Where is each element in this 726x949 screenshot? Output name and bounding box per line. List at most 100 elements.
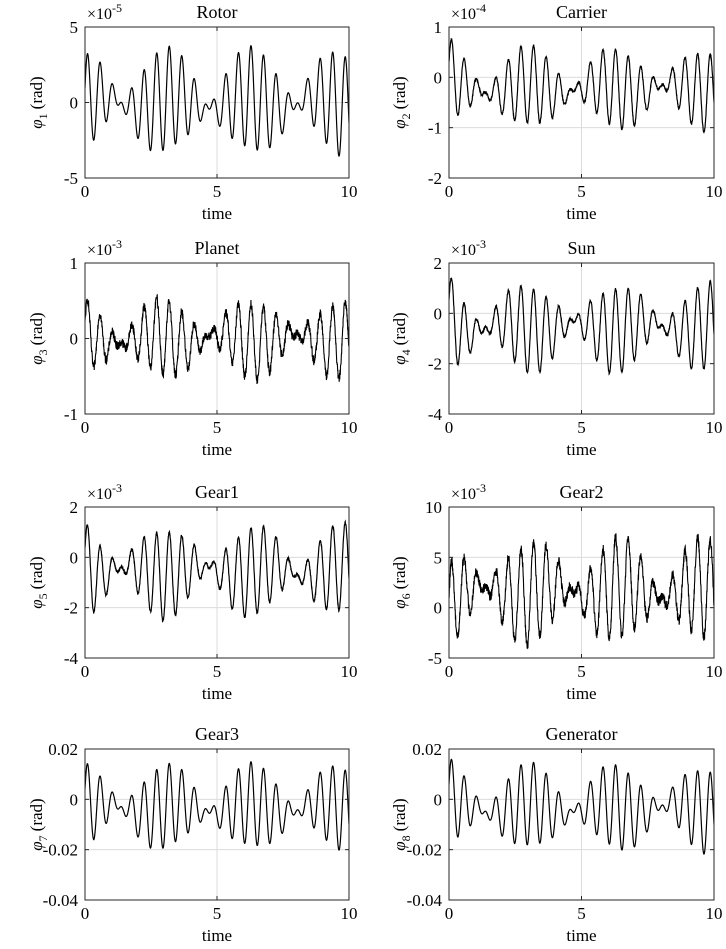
y-tick-label: 0: [70, 790, 79, 809]
x-axis-label: time: [566, 204, 596, 223]
y-label-unit: (rad): [27, 556, 46, 589]
y-label-unit: (rad): [390, 556, 409, 589]
y-tick-label: -2: [428, 169, 442, 188]
y-tick-label: -0.04: [407, 891, 443, 910]
x-tick-label: 10: [341, 182, 358, 201]
data-series-line: [85, 44, 349, 157]
exponent-label: ×10-4: [451, 1, 486, 23]
y-tick-label: 5: [434, 548, 443, 567]
y-axis-label: φ1 (rad): [27, 76, 50, 128]
exponent-label: ×10-3: [451, 237, 486, 259]
data-series-line: [449, 37, 714, 134]
x-tick-label: 0: [81, 904, 90, 923]
y-tick-label: 5: [70, 18, 79, 37]
y-label-symbol: φ: [390, 355, 409, 364]
x-axis-label: time: [566, 684, 596, 703]
y-label-subscript: 4: [399, 349, 413, 355]
y-label-subscript: 2: [399, 113, 413, 119]
y-axis-label: φ2 (rad): [390, 76, 413, 128]
y-tick-label: 0: [434, 599, 443, 618]
data-series-line: [85, 760, 349, 851]
x-tick-label: 5: [213, 418, 222, 437]
y-tick-label: -2: [428, 355, 442, 374]
y-tick-label: 10: [425, 498, 442, 517]
x-tick-label: 0: [445, 904, 454, 923]
x-tick-label: 10: [341, 418, 358, 437]
x-tick-label: 5: [213, 662, 222, 681]
data-series-line: [449, 758, 714, 855]
exponent-base: ×10: [451, 242, 476, 259]
x-tick-label: 0: [445, 662, 454, 681]
x-axis-label: time: [202, 926, 232, 945]
data-series-line: [85, 293, 349, 384]
exponent-power: -3: [112, 237, 122, 251]
exponent-base: ×10: [451, 6, 476, 23]
y-label-unit: (rad): [27, 798, 46, 831]
data-series-line: [449, 277, 714, 376]
y-axis-label: φ5 (rad): [27, 556, 50, 608]
x-axis-label: time: [202, 204, 232, 223]
y-tick-label: 1: [70, 254, 79, 273]
exponent-label: ×10-3: [87, 481, 122, 503]
y-tick-label: -2: [64, 599, 78, 618]
y-tick-label: -5: [64, 169, 78, 188]
y-label-unit: (rad): [390, 798, 409, 831]
y-label-symbol: φ: [390, 119, 409, 128]
x-tick-label: 0: [81, 182, 90, 201]
y-tick-label: 0: [70, 548, 79, 567]
y-tick-label: 1: [434, 18, 443, 37]
x-tick-label: 5: [213, 904, 222, 923]
y-label-subscript: 8: [399, 835, 413, 841]
y-tick-label: 0: [434, 68, 443, 87]
exponent-base: ×10: [451, 486, 476, 503]
y-tick-label: -1: [428, 119, 442, 138]
y-tick-label: -1: [64, 405, 78, 424]
y-axis-label: φ8 (rad): [390, 798, 413, 850]
y-label-symbol: φ: [390, 841, 409, 850]
x-tick-label: 5: [577, 182, 586, 201]
y-axis-label: φ3 (rad): [27, 312, 50, 364]
x-tick-label: 10: [706, 182, 723, 201]
x-tick-label: 0: [445, 182, 454, 201]
y-tick-label: 0: [70, 94, 79, 113]
chart-panel-2: 0 5 10 -2 -1 0 1 Carrier ×10-4 time φ2 (rad): [390, 1, 723, 223]
y-label-subscript: 6: [399, 593, 413, 599]
y-tick-label: 0: [434, 790, 443, 809]
y-label-unit: (rad): [27, 312, 46, 345]
chart-panel-7: 0 5 10 -0.04 -0.02 0 0.02 Gear3 time φ7 (rad): [27, 724, 358, 945]
y-tick-label: 0.02: [48, 740, 78, 759]
chart-title: Carrier: [556, 2, 607, 22]
y-label-unit: (rad): [27, 76, 46, 109]
x-tick-label: 10: [341, 904, 358, 923]
x-tick-label: 10: [341, 662, 358, 681]
exponent-base: ×10: [87, 486, 112, 503]
exponent-power: -3: [112, 481, 122, 495]
exponent-label: ×10-3: [87, 237, 122, 259]
exponent-power: -4: [476, 1, 486, 15]
exponent-label: ×10-3: [451, 481, 486, 503]
y-label-subscript: 5: [36, 593, 50, 599]
x-axis-label: time: [566, 926, 596, 945]
y-tick-label: -0.02: [43, 841, 78, 860]
exponent-label: ×10-5: [87, 1, 122, 23]
y-axis-label: φ7 (rad): [27, 798, 50, 850]
x-axis-label: time: [202, 440, 232, 459]
y-tick-label: 0: [70, 330, 79, 349]
y-axis-label: φ6 (rad): [390, 556, 413, 608]
y-tick-label: -0.02: [407, 841, 442, 860]
y-tick-label: -0.04: [43, 891, 79, 910]
data-series-line: [449, 533, 714, 650]
y-label-symbol: φ: [27, 119, 46, 128]
y-tick-label: -4: [428, 405, 443, 424]
exponent-power: -3: [476, 481, 486, 495]
y-label-subscript: 1: [36, 113, 50, 119]
x-tick-label: 10: [706, 904, 723, 923]
chart-title: Gear1: [195, 482, 239, 502]
x-tick-label: 10: [706, 662, 723, 681]
y-label-symbol: φ: [27, 599, 46, 608]
